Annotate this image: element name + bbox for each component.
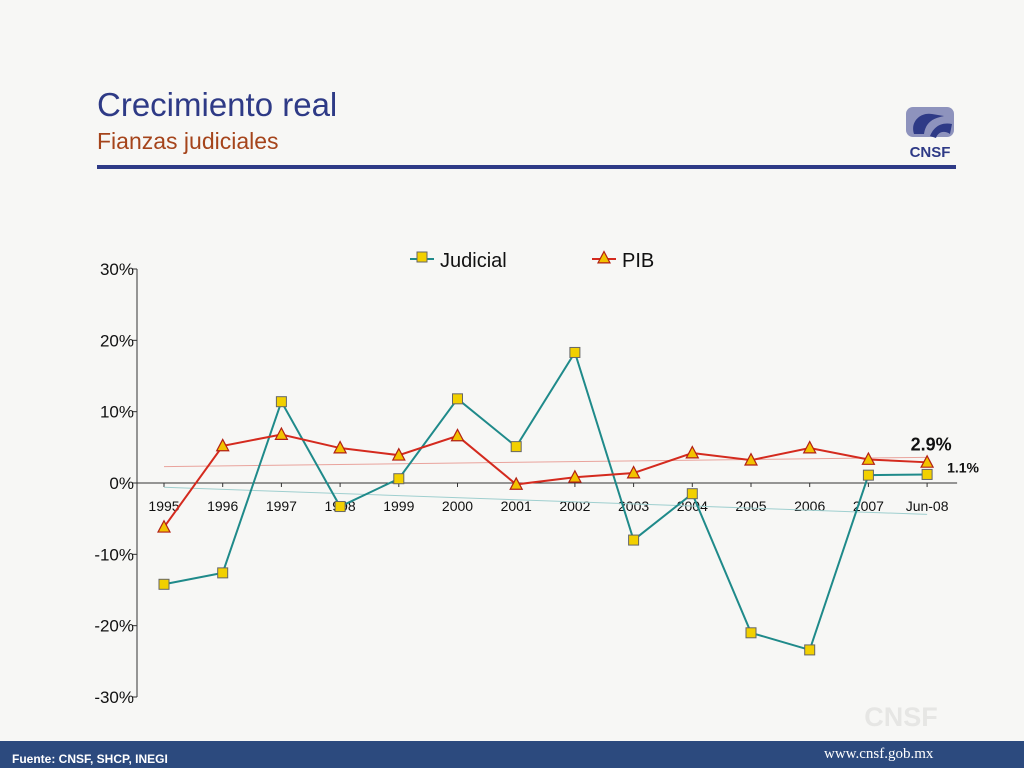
data-point-judicial xyxy=(921,468,933,480)
data-point-judicial xyxy=(804,644,816,656)
x-tick-label: 2003 xyxy=(618,498,649,514)
data-point-judicial xyxy=(393,473,405,485)
data-point-pib xyxy=(391,447,406,461)
data-point-pib xyxy=(685,445,700,459)
data-point-pib xyxy=(567,469,582,483)
x-tick-label: Jun-08 xyxy=(906,498,949,514)
page-title: Crecimiento real xyxy=(97,86,338,123)
y-tick-label: 0% xyxy=(109,474,134,493)
page-subtitle: Fianzas judiciales xyxy=(97,128,279,154)
data-point-judicial xyxy=(452,393,463,405)
data-point-judicial xyxy=(686,488,698,500)
x-tick-label: 1995 xyxy=(148,498,179,514)
data-point-judicial xyxy=(510,441,522,453)
data-point-judicial xyxy=(745,627,757,639)
y-tick-label: -20% xyxy=(94,617,134,636)
data-point-pib xyxy=(333,440,348,454)
data-point-pib xyxy=(626,465,641,479)
series-line-judicial xyxy=(163,350,928,652)
data-point-judicial xyxy=(862,469,874,481)
y-tick-label: 30% xyxy=(100,260,134,279)
legend-marker-pib xyxy=(597,250,611,264)
data-point-pib xyxy=(744,452,758,466)
data-point-judicial xyxy=(217,567,229,579)
data-point-judicial xyxy=(569,346,581,358)
legend-label-pib: PIB xyxy=(622,250,654,272)
footer-url[interactable]: www.cnsf.gob.mx xyxy=(824,746,934,762)
data-point-judicial xyxy=(158,578,170,590)
data-point-judicial xyxy=(334,501,346,513)
annotation-judicial: 1.1% xyxy=(947,459,979,475)
data-point-judicial xyxy=(628,534,640,546)
x-tick-label: 2001 xyxy=(501,498,532,514)
trendline-judicial xyxy=(163,486,928,515)
x-tick-label: 2006 xyxy=(794,498,825,514)
legend-label-judicial: Judicial xyxy=(440,250,507,272)
x-tick-label: 2000 xyxy=(442,498,473,514)
cnsf-watermark: CNSF xyxy=(864,702,938,730)
title-divider xyxy=(97,165,956,169)
legend-marker-judicial xyxy=(416,251,428,263)
x-tick-label: 1999 xyxy=(383,498,414,514)
data-point-pib xyxy=(157,519,171,533)
y-tick-label: -30% xyxy=(94,688,134,707)
y-tick-label: 10% xyxy=(100,403,134,422)
footer-source: Fuente: CNSF, SHCP, INEGI xyxy=(12,752,168,766)
data-point-pib xyxy=(274,426,289,440)
data-point-pib xyxy=(861,451,876,465)
x-tick-label: 2007 xyxy=(853,498,884,514)
y-tick-label: -10% xyxy=(94,545,134,564)
growth-line-chart: 30%20%10%0%-10%-20%-30%19951996199719981… xyxy=(94,250,979,707)
footer-bar: Fuente: CNSF, SHCP, INEGI www.cnsf.gob.m… xyxy=(0,741,1024,768)
data-point-pib xyxy=(920,454,935,468)
data-point-pib xyxy=(450,428,465,442)
logo-emblem-stroke-a xyxy=(913,113,944,134)
series-line-pib xyxy=(163,433,928,528)
data-point-pib xyxy=(215,438,230,452)
y-tick-label: 20% xyxy=(100,331,134,350)
x-tick-label: 2005 xyxy=(735,498,766,514)
x-tick-label: 1997 xyxy=(266,498,297,514)
logo-text: CNSF xyxy=(910,144,951,160)
cnsf-logo: CNSF xyxy=(906,107,954,160)
data-point-pib xyxy=(802,440,817,454)
trendline-pib xyxy=(163,456,928,468)
x-tick-label: 2002 xyxy=(559,498,590,514)
x-tick-label: 1996 xyxy=(207,498,238,514)
data-point-pib xyxy=(509,476,524,490)
logo-emblem-stroke-b xyxy=(930,123,952,138)
data-point-judicial xyxy=(275,396,287,408)
watermark-text: CNSF xyxy=(864,702,938,730)
annotation-pib: 2.9% xyxy=(911,434,952,454)
